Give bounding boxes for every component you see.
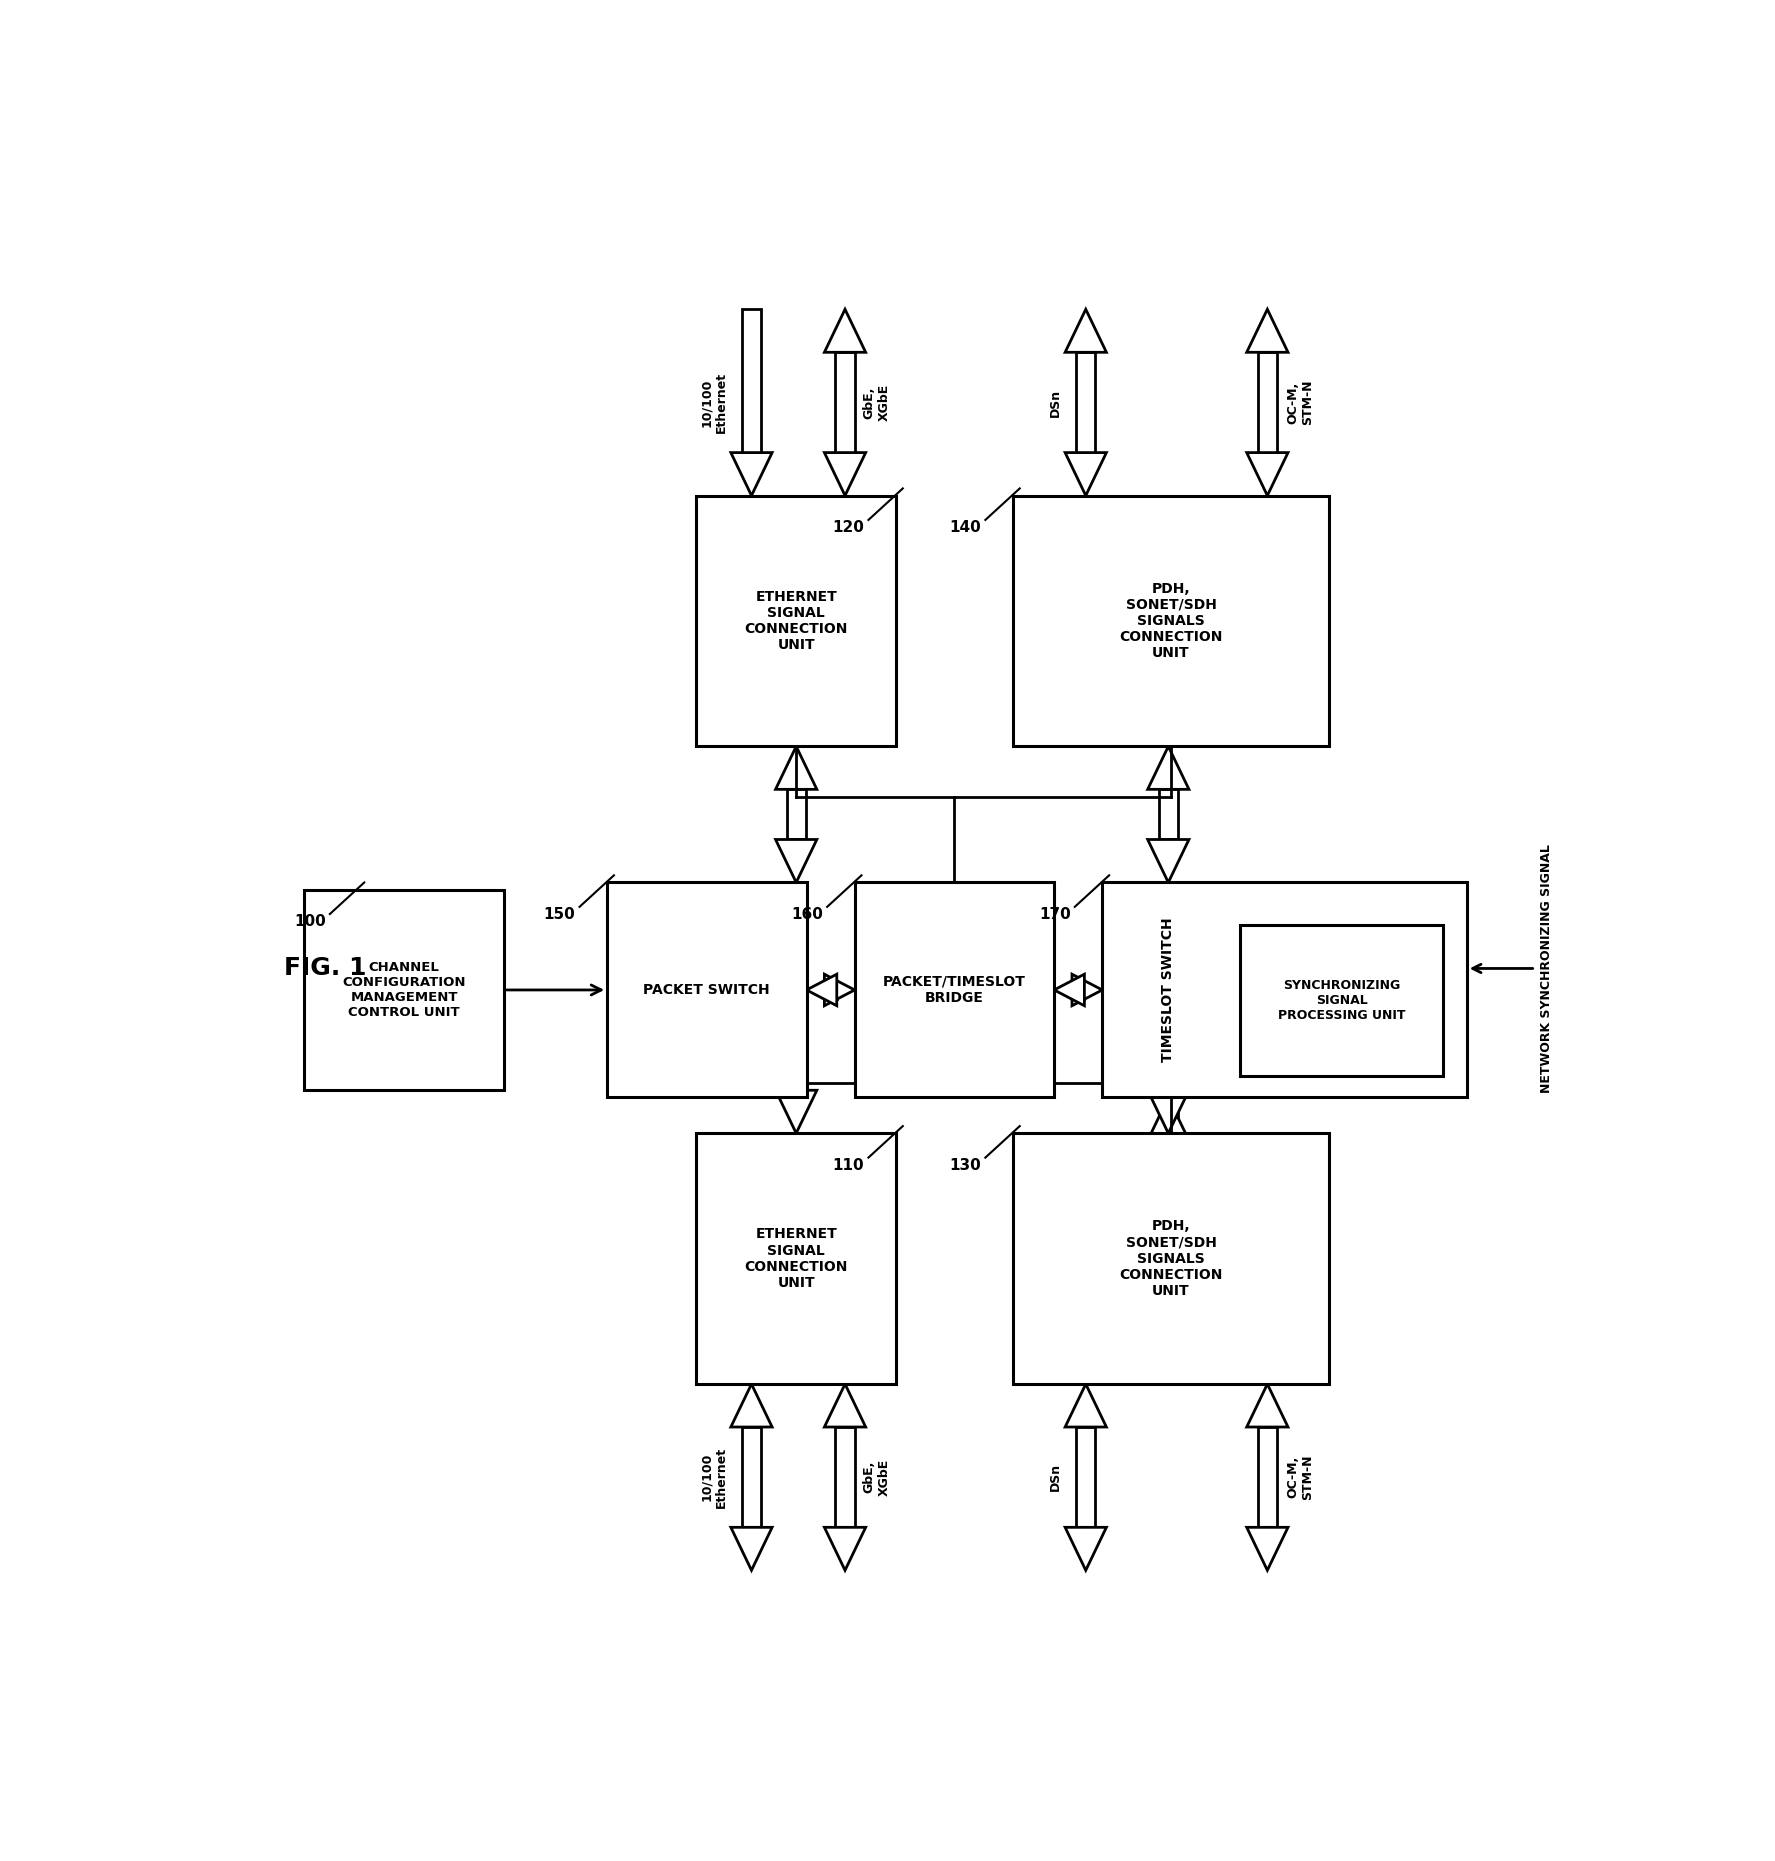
Text: PDH,
SONET/SDH
SIGNALS
CONNECTION
UNIT: PDH, SONET/SDH SIGNALS CONNECTION UNIT (1120, 1219, 1223, 1297)
Text: 130: 130 (950, 1158, 982, 1172)
Polygon shape (806, 973, 836, 1005)
Polygon shape (1072, 973, 1102, 1005)
Text: GbE,
XGbE: GbE, XGbE (863, 1459, 891, 1496)
Polygon shape (742, 309, 761, 452)
FancyBboxPatch shape (305, 890, 504, 1091)
Polygon shape (824, 1528, 866, 1571)
FancyBboxPatch shape (1014, 495, 1329, 746)
Polygon shape (836, 352, 856, 452)
Polygon shape (1065, 309, 1106, 352)
Text: TIMESLOT SWITCH: TIMESLOT SWITCH (1161, 917, 1175, 1063)
Polygon shape (824, 309, 866, 352)
Polygon shape (824, 452, 866, 495)
Text: ETHERNET
SIGNAL
CONNECTION
UNIT: ETHERNET SIGNAL CONNECTION UNIT (744, 1228, 848, 1290)
Polygon shape (776, 746, 816, 789)
Text: 110: 110 (832, 1158, 864, 1172)
FancyBboxPatch shape (696, 495, 896, 746)
Text: DSn: DSn (1049, 389, 1061, 417)
Polygon shape (1258, 352, 1276, 452)
Polygon shape (1054, 973, 1085, 1005)
Polygon shape (836, 1427, 856, 1528)
Polygon shape (1246, 1528, 1289, 1571)
Text: DSn: DSn (1049, 1463, 1061, 1491)
Polygon shape (1076, 352, 1095, 452)
Polygon shape (1159, 789, 1179, 839)
Text: CHANNEL
CONFIGURATION
MANAGEMENT
CONTROL UNIT: CHANNEL CONFIGURATION MANAGEMENT CONTROL… (343, 960, 465, 1020)
Polygon shape (742, 1427, 761, 1528)
Text: 160: 160 (792, 906, 824, 921)
Text: 10/100
Ethernet: 10/100 Ethernet (701, 372, 728, 434)
FancyBboxPatch shape (607, 882, 806, 1098)
Polygon shape (1065, 1528, 1106, 1571)
Polygon shape (1072, 981, 1085, 999)
Text: 120: 120 (832, 519, 864, 534)
Polygon shape (824, 1385, 866, 1427)
FancyBboxPatch shape (1102, 882, 1466, 1098)
Text: 150: 150 (543, 906, 575, 921)
Polygon shape (824, 981, 836, 999)
Text: 10/100
Ethernet: 10/100 Ethernet (701, 1446, 728, 1507)
Polygon shape (1065, 452, 1106, 495)
Text: NETWORK SYNCHRONIZING SIGNAL: NETWORK SYNCHRONIZING SIGNAL (1541, 845, 1553, 1092)
FancyBboxPatch shape (1241, 925, 1443, 1076)
Polygon shape (776, 839, 816, 882)
Text: PACKET SWITCH: PACKET SWITCH (644, 983, 770, 997)
FancyBboxPatch shape (856, 882, 1054, 1098)
Text: 140: 140 (950, 519, 982, 534)
Polygon shape (731, 1528, 772, 1571)
Polygon shape (824, 973, 856, 1005)
FancyBboxPatch shape (696, 1133, 896, 1385)
Text: PACKET/TIMESLOT
BRIDGE: PACKET/TIMESLOT BRIDGE (882, 975, 1026, 1005)
Text: 170: 170 (1038, 906, 1070, 921)
Polygon shape (786, 1091, 806, 1098)
Text: 100: 100 (295, 914, 327, 929)
Text: ETHERNET
SIGNAL
CONNECTION
UNIT: ETHERNET SIGNAL CONNECTION UNIT (744, 590, 848, 651)
Text: SYNCHRONIZING
SIGNAL
PROCESSING UNIT: SYNCHRONIZING SIGNAL PROCESSING UNIT (1278, 979, 1406, 1022)
Polygon shape (1065, 1385, 1106, 1427)
Polygon shape (1258, 1427, 1276, 1528)
Polygon shape (731, 1385, 772, 1427)
Polygon shape (1246, 1385, 1289, 1427)
Polygon shape (1246, 452, 1289, 495)
Text: OC-M,
STM-N: OC-M, STM-N (1287, 1455, 1314, 1500)
Text: OC-M,
STM-N: OC-M, STM-N (1287, 380, 1314, 424)
FancyBboxPatch shape (1014, 1133, 1329, 1385)
Polygon shape (1159, 1091, 1179, 1141)
Polygon shape (731, 452, 772, 495)
Polygon shape (1246, 309, 1289, 352)
Text: GbE,
XGbE: GbE, XGbE (863, 383, 891, 421)
Polygon shape (1148, 839, 1189, 882)
Polygon shape (1076, 1427, 1095, 1528)
Polygon shape (776, 1091, 816, 1133)
Text: PDH,
SONET/SDH
SIGNALS
CONNECTION
UNIT: PDH, SONET/SDH SIGNALS CONNECTION UNIT (1120, 582, 1223, 661)
Polygon shape (1148, 1098, 1189, 1141)
Polygon shape (1148, 746, 1189, 789)
Polygon shape (786, 789, 806, 839)
Polygon shape (1148, 1091, 1189, 1133)
Text: FIG. 1: FIG. 1 (284, 957, 366, 981)
